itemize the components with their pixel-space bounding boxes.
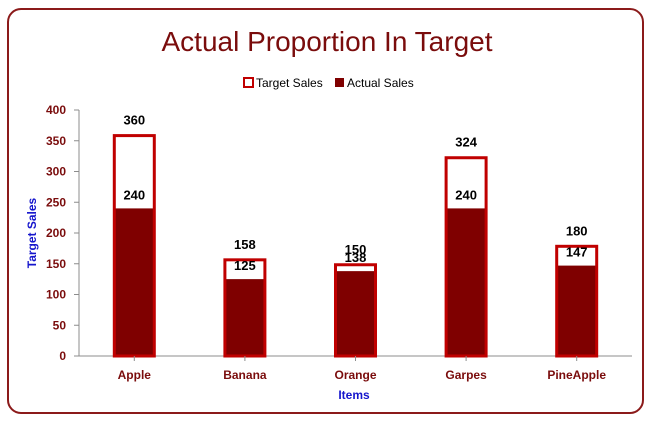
data-label-target: 324 (455, 135, 477, 150)
x-tick-label: Orange (334, 368, 376, 382)
bar-actual-sales (334, 271, 377, 356)
bars (112, 134, 599, 358)
chart-title: Actual Proportion In Target (161, 26, 492, 57)
y-tick-label: 300 (46, 165, 66, 179)
legend-swatch-target (243, 77, 254, 88)
y-tick-label: 0 (59, 349, 66, 363)
bar-actual-sales (445, 208, 488, 356)
data-label-target: 150 (345, 242, 367, 257)
y-tick-label: 50 (53, 318, 67, 332)
x-tick-label: Garpes (445, 368, 487, 382)
x-tick-label: Apple (118, 368, 152, 382)
bar-actual-sales (223, 279, 266, 356)
legend: Target Sales Actual Sales (243, 76, 414, 90)
data-label-actual: 240 (123, 187, 145, 202)
x-tick-label: Banana (223, 368, 267, 382)
legend-swatch-actual (335, 78, 344, 87)
x-axis-title: Items (338, 388, 370, 402)
bar-actual-sales (555, 265, 598, 356)
y-tick-label: 400 (46, 103, 66, 117)
data-label-actual: 240 (455, 187, 477, 202)
x-axis-labels: Apple Banana Orange Garpes PineApple (118, 356, 606, 382)
data-label-actual: 147 (566, 245, 588, 260)
y-tick-label: 150 (46, 257, 66, 271)
y-tick-label: 250 (46, 195, 66, 209)
data-label-target: 360 (123, 113, 145, 128)
x-tick-label: PineApple (547, 368, 606, 382)
bar-actual-sales (113, 208, 156, 356)
y-tick-label: 350 (46, 134, 66, 148)
y-axis-ticks: 0 50 100 150 200 250 300 350 400 (46, 103, 79, 363)
y-axis-title: Target Sales (25, 197, 39, 268)
legend-label-actual: Actual Sales (347, 76, 414, 90)
data-label-target: 180 (566, 223, 588, 238)
data-label-actual: 138 (345, 250, 367, 265)
y-tick-label: 200 (46, 226, 66, 240)
legend-label-target: Target Sales (256, 76, 323, 90)
data-label-actual: 125 (234, 258, 256, 273)
y-tick-label: 100 (46, 288, 66, 302)
data-label-target: 158 (234, 237, 256, 252)
